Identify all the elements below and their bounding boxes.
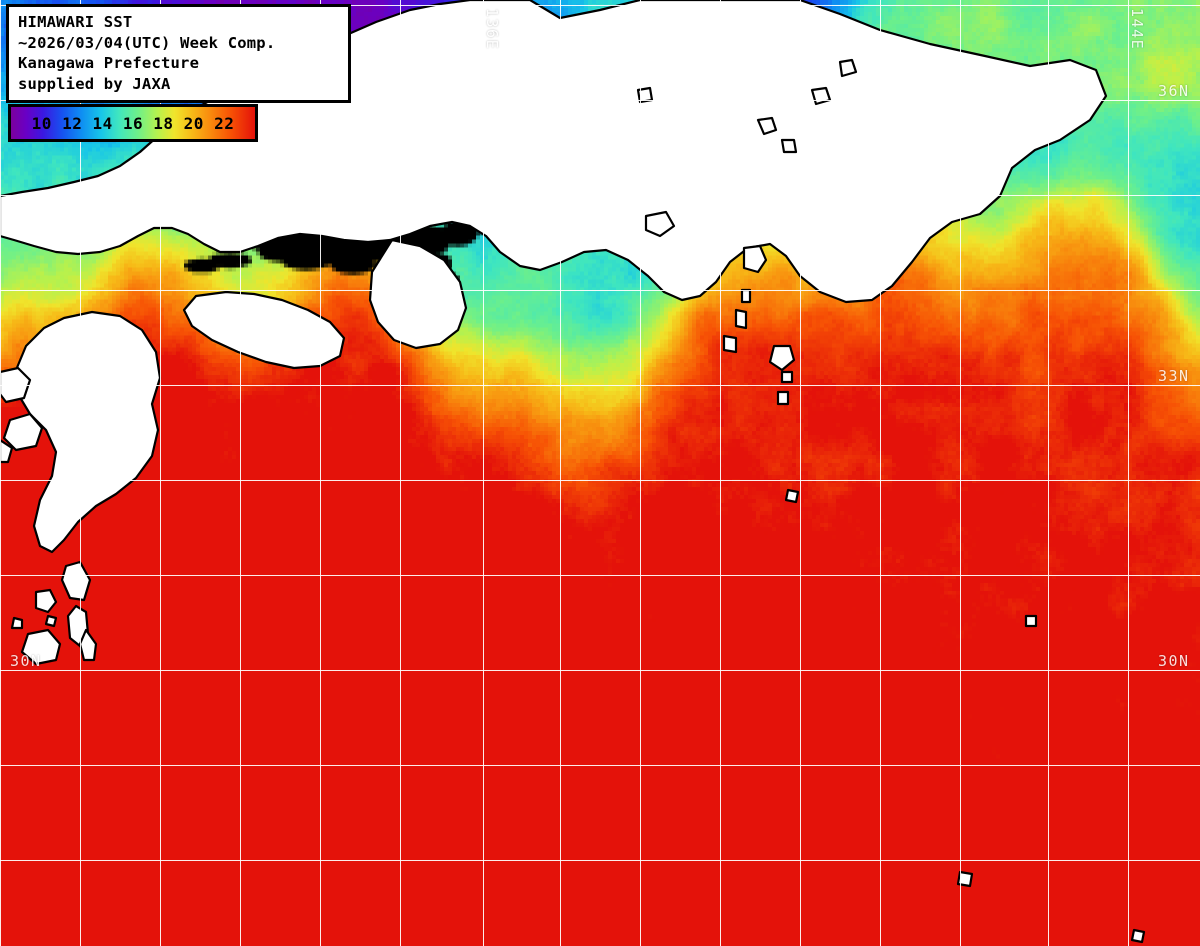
landmass-islet-f <box>780 138 798 154</box>
landmass-izu-niijima <box>740 288 752 304</box>
landmass-shikoku <box>182 290 346 370</box>
landmass-islet-d <box>44 614 58 628</box>
title-line-3: Kanagawa Prefecture <box>18 54 200 72</box>
title-line-2: ~2026/03/04(UTC) Week Comp. <box>18 33 276 52</box>
sst-colorbar <box>8 104 258 142</box>
landmass-kii-peninsula <box>368 238 468 350</box>
landmass-izu-kozu <box>734 308 748 330</box>
landmass-izu-aogashima <box>776 390 790 406</box>
landmass-izu-oshima <box>742 244 768 274</box>
landmass-islet-h <box>838 58 858 78</box>
landmass-kyushu-islet-a <box>0 438 14 464</box>
landmass-islet-o <box>644 210 676 238</box>
landmass-tanegashima <box>60 560 92 602</box>
landmass-islet-i <box>780 370 794 384</box>
landmass-amami <box>20 628 62 666</box>
landmass-izu-miyake <box>722 334 738 354</box>
title-line-1: HIMAWARI SST <box>18 13 133 31</box>
landmass-yakushima <box>34 588 58 614</box>
landmass-islet-k <box>1024 614 1038 628</box>
landmass-izu-hachijo <box>768 344 796 372</box>
landmass-islet-j <box>784 488 800 504</box>
landmass-kyushu <box>14 310 162 554</box>
landmass-islet-n <box>636 86 654 104</box>
landmass-islet-e <box>756 116 778 136</box>
landmass-islet-c <box>10 616 24 630</box>
title-line-4: supplied by JAXA <box>18 74 171 93</box>
landmass-islet-g <box>810 86 832 106</box>
landmass-islet-m <box>1130 928 1146 944</box>
title-box: HIMAWARI SST ~2026/03/04(UTC) Week Comp.… <box>6 4 351 103</box>
landmass-amakusa <box>2 412 44 452</box>
landmass-islet-l <box>956 870 974 888</box>
